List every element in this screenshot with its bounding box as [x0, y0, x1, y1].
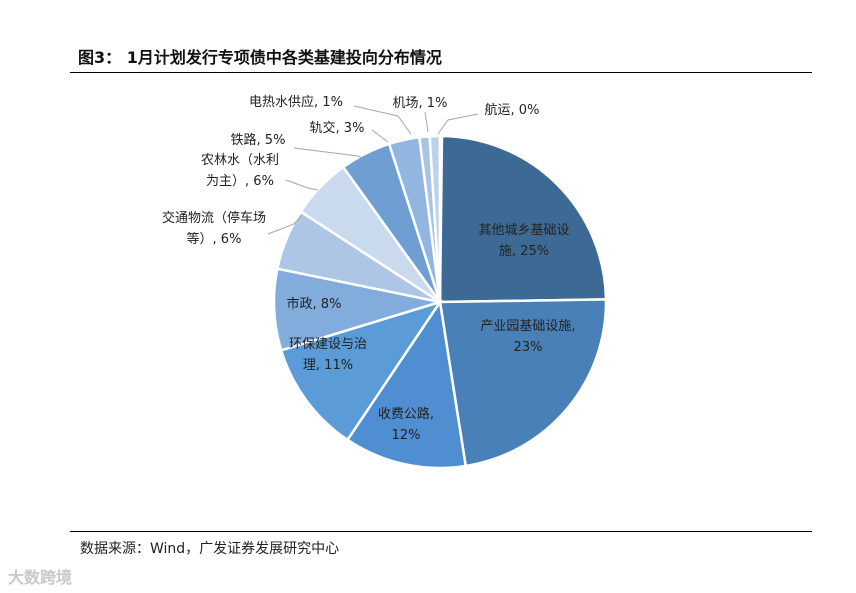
figure-title: 图3： 1月计划发行专项债中各类基建投向分布情况	[78, 48, 442, 67]
slice-label: 其他城乡基础设施, 25%	[478, 223, 569, 259]
pie-slice	[345, 298, 468, 470]
source-note: 数据来源：Wind，广发证券发展研究中心	[80, 541, 340, 557]
slice-labels: 其他城乡基础设施, 25% 产业园基础设施, 23% 收费公路, 12% 环保建设与治理,…	[162, 94, 576, 443]
slice-label: 轨交, 3%	[310, 120, 365, 136]
leader-line	[285, 179, 319, 191]
title-divider	[70, 72, 812, 73]
pie-slices	[272, 134, 608, 470]
leader-line	[437, 113, 479, 135]
slice-label: 环保建设与治理, 11%	[289, 337, 367, 373]
figure-title-bar: 图3： 1月计划发行专项债中各类基建投向分布情况	[70, 44, 812, 74]
slice-label: 铁路, 5%	[231, 132, 286, 148]
leader-line	[353, 105, 412, 135]
slice-label: 收费公路, 12%	[378, 406, 434, 443]
pie-slice	[438, 134, 444, 303]
pie-slice	[438, 298, 608, 468]
slice-label: 航运, 0%	[485, 102, 540, 118]
leader-line	[293, 147, 363, 159]
pie-slice	[279, 299, 443, 442]
pie-slice	[438, 134, 608, 304]
slice-label: 交通物流（停车场等）, 6%	[162, 210, 266, 247]
leader-line	[424, 111, 429, 133]
watermark-logo: 大数跨境	[8, 568, 73, 587]
slice-label: 产业园基础设施, 23%	[480, 319, 575, 355]
slice-label: 农林水（水利为主）, 6%	[201, 153, 279, 189]
source-divider	[70, 531, 812, 532]
slice-label: 市政, 8%	[287, 296, 342, 312]
leader-line	[371, 129, 389, 143]
slice-label: 电热水供应, 1%	[249, 94, 343, 110]
slice-label: 机场, 1%	[393, 96, 448, 111]
leader-lines	[267, 105, 479, 235]
leader-line	[267, 215, 302, 235]
